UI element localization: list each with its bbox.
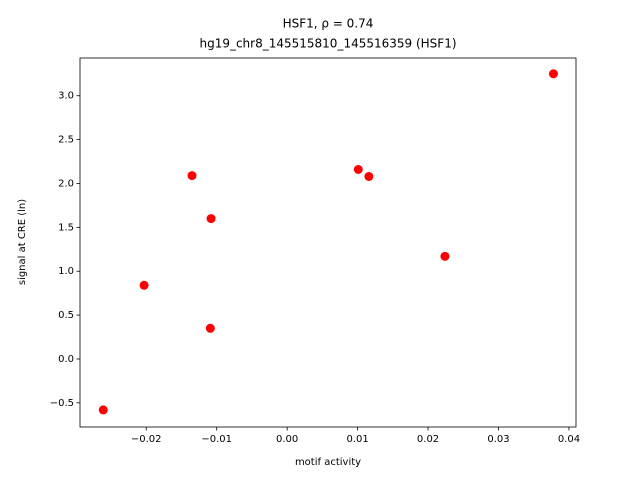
y-tick-label: 2.5 xyxy=(58,135,74,146)
scatter-point xyxy=(98,405,108,415)
x-tick-label: 0.01 xyxy=(346,434,368,445)
y-tick-label: 0.0 xyxy=(58,354,74,365)
y-tick-label: 1.5 xyxy=(58,222,74,233)
scatter-point xyxy=(205,323,215,333)
plot-frame xyxy=(79,57,577,428)
chart-subtitle: hg19_chr8_145515810_145516359 (HSF1) xyxy=(199,37,456,51)
y-axis-label: signal at CRE (ln) xyxy=(17,199,28,285)
x-tick-label: 0.02 xyxy=(417,434,439,445)
chart-title: HSF1, ρ = 0.74 xyxy=(283,17,374,31)
x-tick-label: 0.04 xyxy=(558,434,580,445)
scatter-point xyxy=(353,164,363,174)
y-tick-label: 3.0 xyxy=(58,91,74,102)
y-tick-label: 0.5 xyxy=(58,310,74,321)
x-axis-label: motif activity xyxy=(295,457,361,468)
scatter-point xyxy=(548,69,558,79)
scatter-point xyxy=(139,280,149,290)
y-tick-label: −0.5 xyxy=(50,398,74,409)
x-tick-label: −0.02 xyxy=(131,434,162,445)
y-tick-label: 1.0 xyxy=(58,266,74,277)
x-tick-label: 0.00 xyxy=(276,434,298,445)
y-tick-label: 2.0 xyxy=(58,178,74,189)
scatter-point xyxy=(440,251,450,261)
scatter-point xyxy=(364,171,374,181)
x-tick-label: −0.01 xyxy=(201,434,232,445)
scatter-point xyxy=(187,171,197,181)
x-tick-label: 0.03 xyxy=(487,434,509,445)
scatter-point xyxy=(206,214,216,224)
